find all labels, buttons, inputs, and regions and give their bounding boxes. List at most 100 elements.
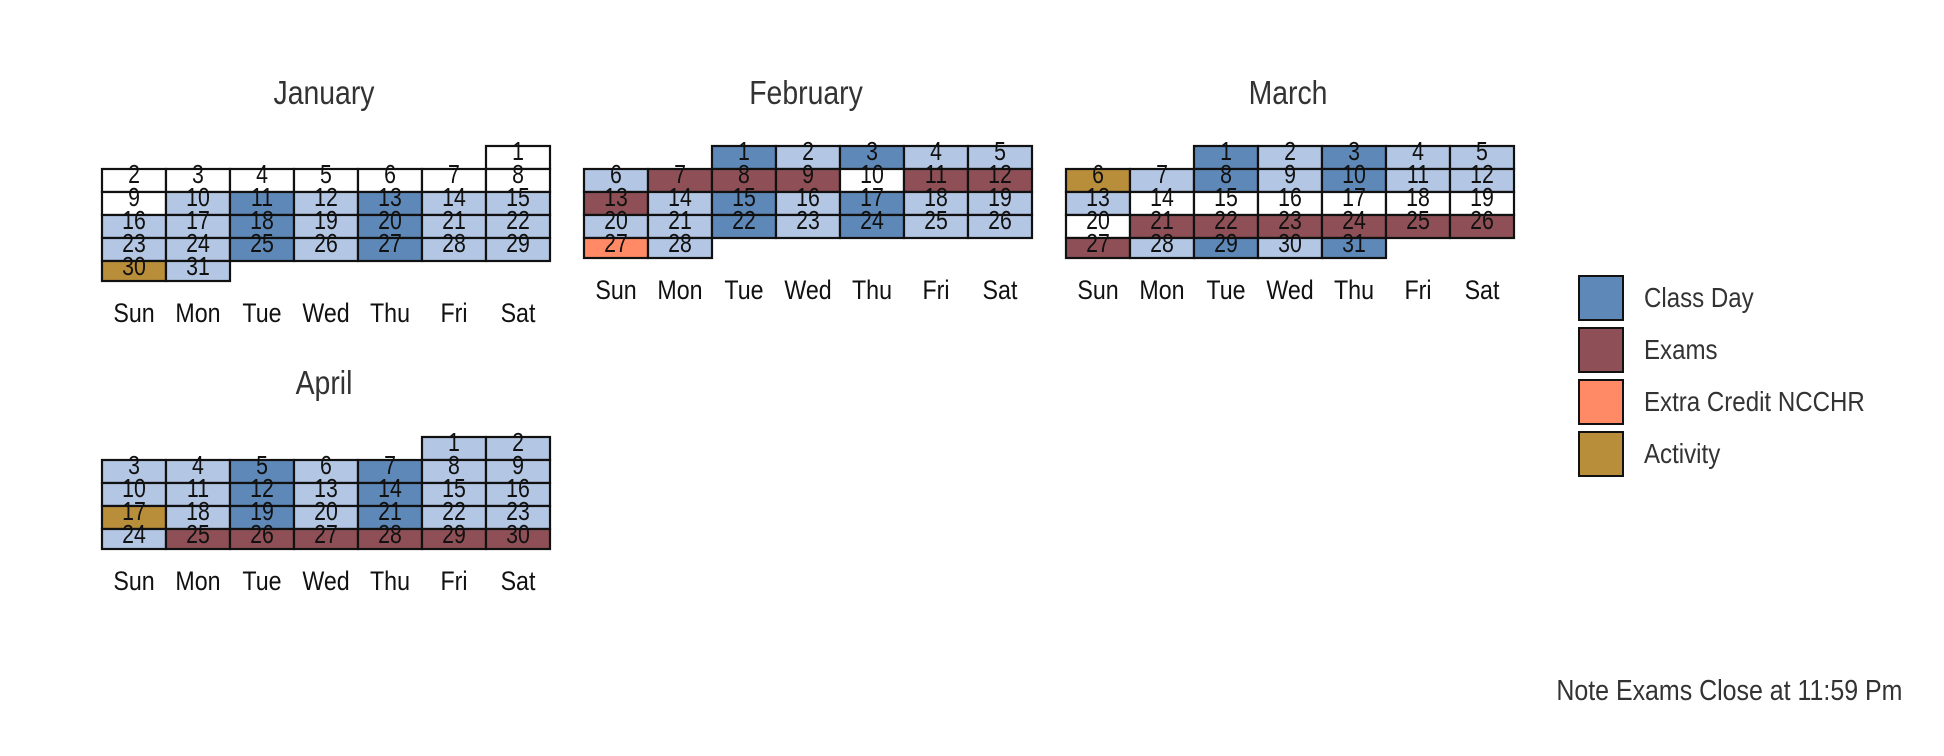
day-label: 6	[384, 160, 396, 190]
day-label: 11	[925, 160, 947, 190]
weekday-label-fri: Fri	[922, 275, 949, 305]
legend: Class Day Exams Extra Credit NCCHR Activ…	[1578, 272, 1901, 480]
day-label: 18	[1406, 183, 1430, 213]
day-label: 5	[994, 137, 1006, 167]
day-label: 4	[192, 451, 204, 481]
day-label: 25	[1406, 206, 1430, 236]
weekday-label-mon: Mon	[175, 298, 220, 328]
day-label: 21	[1150, 206, 1174, 236]
day-label: 15	[442, 474, 466, 504]
day-label: 31	[186, 252, 210, 282]
day-label: 22	[442, 497, 466, 527]
day-label: 2	[1284, 137, 1296, 167]
day-label: 13	[1086, 183, 1110, 213]
day-label: 12	[1470, 160, 1494, 190]
day-label: 28	[1150, 229, 1174, 259]
day-label: 16	[1278, 183, 1302, 213]
weekday-label-mon: Mon	[657, 275, 702, 305]
day-label: 11	[187, 474, 209, 504]
day-label: 25	[924, 206, 948, 236]
day-label: 4	[930, 137, 942, 167]
day-label: 2	[802, 137, 814, 167]
day-label: 11	[251, 183, 273, 213]
day-label: 21	[442, 206, 466, 236]
day-label: 9	[512, 451, 524, 481]
day-label: 6	[1092, 160, 1104, 190]
weekday-label-tue: Tue	[242, 298, 281, 328]
day-label: 3	[1348, 137, 1360, 167]
day-label: 3	[866, 137, 878, 167]
day-label: 14	[378, 474, 402, 504]
day-label: 29	[442, 520, 466, 550]
day-label: 15	[732, 183, 756, 213]
day-label: 20	[378, 206, 402, 236]
day-label: 19	[250, 497, 274, 527]
day-label: 28	[442, 229, 466, 259]
day-label: 8	[1220, 160, 1232, 190]
day-label: 18	[250, 206, 274, 236]
day-label: 2	[128, 160, 140, 190]
day-label: 6	[320, 451, 332, 481]
day-label: 21	[378, 497, 402, 527]
day-label: 21	[668, 206, 692, 236]
weekday-label-tue: Tue	[1206, 275, 1245, 305]
day-label: 17	[186, 206, 210, 236]
day-label: 3	[128, 451, 140, 481]
weekday-label-sun: Sun	[595, 275, 636, 305]
day-label: 26	[314, 229, 338, 259]
day-label: 6	[610, 160, 622, 190]
day-cell-march-31	[1320, 236, 1388, 260]
day-label: 10	[1342, 160, 1366, 190]
weekday-label-sat: Sat	[1465, 275, 1500, 305]
day-label: 13	[378, 183, 402, 213]
day-label: 26	[988, 206, 1012, 236]
day-label: 30	[1278, 229, 1302, 259]
weekday-label-thu: Thu	[370, 298, 410, 328]
day-label: 29	[1214, 229, 1238, 259]
day-label: 15	[1214, 183, 1238, 213]
month-title-february: February	[749, 74, 863, 111]
legend-label: Extra Credit NCCHR	[1644, 386, 1865, 417]
legend-swatch-class-day	[1578, 275, 1624, 321]
day-label: 24	[186, 229, 210, 259]
day-label: 1	[512, 137, 524, 167]
day-label: 7	[674, 160, 686, 190]
day-label: 29	[506, 229, 530, 259]
day-label: 18	[924, 183, 948, 213]
day-label: 2	[512, 428, 524, 458]
day-label: 28	[668, 229, 692, 259]
day-label: 30	[122, 252, 146, 282]
day-label: 27	[378, 229, 402, 259]
month-title-april: April	[295, 364, 353, 401]
day-label: 24	[1342, 206, 1366, 236]
day-label: 8	[738, 160, 750, 190]
day-cell-april-30	[484, 527, 552, 551]
weekday-label-thu: Thu	[1334, 275, 1374, 305]
day-label: 27	[314, 520, 338, 550]
weekday-label-mon: Mon	[175, 566, 220, 596]
legend-item-activity: Activity	[1578, 428, 1901, 480]
day-label: 16	[506, 474, 530, 504]
day-label: 15	[506, 183, 530, 213]
day-label: 7	[1156, 160, 1168, 190]
weekday-label-wed: Wed	[784, 275, 831, 305]
weekday-label-wed: Wed	[1266, 275, 1313, 305]
day-label: 20	[1086, 206, 1110, 236]
weekday-label-fri: Fri	[440, 298, 467, 328]
day-label: 4	[1412, 137, 1424, 167]
day-label: 1	[738, 137, 750, 167]
day-label: 20	[604, 206, 628, 236]
day-label: 12	[988, 160, 1012, 190]
weekday-label-tue: Tue	[724, 275, 763, 305]
day-label: 24	[860, 206, 884, 236]
day-label: 7	[384, 451, 396, 481]
day-label: 28	[378, 520, 402, 550]
day-cell-january-29	[484, 236, 552, 263]
day-label: 3	[192, 160, 204, 190]
day-label: 18	[186, 497, 210, 527]
day-label: 10	[122, 474, 146, 504]
day-label: 31	[1342, 229, 1366, 259]
day-label: 22	[732, 206, 756, 236]
day-cell-january-31	[164, 259, 232, 283]
